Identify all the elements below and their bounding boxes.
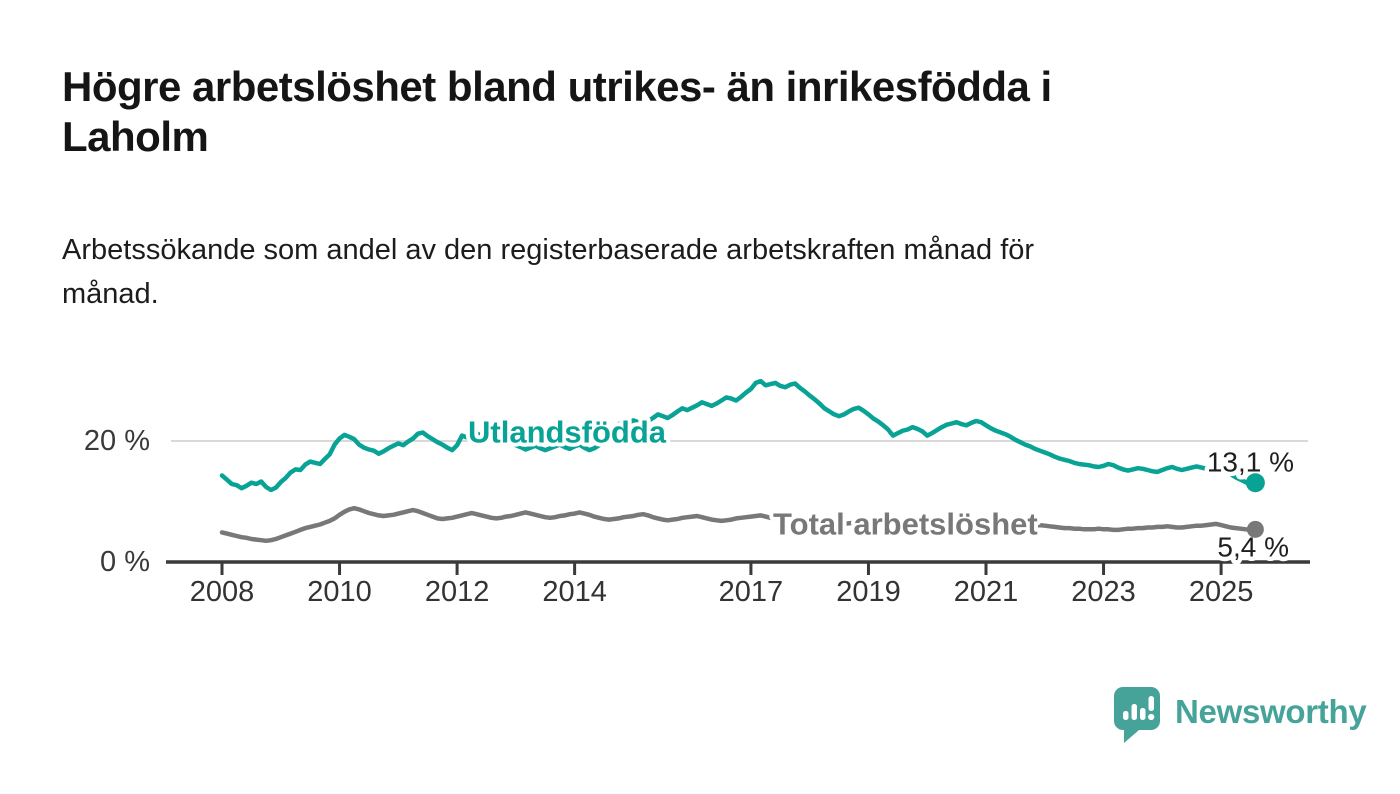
x-tick-label: 2008 bbox=[190, 576, 255, 608]
x-tick-label: 2025 bbox=[1189, 576, 1254, 608]
x-tick-label: 2019 bbox=[836, 576, 901, 608]
brand-name: Newsworthy bbox=[1175, 693, 1367, 730]
bar-1 bbox=[1123, 711, 1129, 720]
newsworthy-bubble-icon bbox=[1114, 687, 1160, 743]
exclamation-dot bbox=[1148, 713, 1155, 721]
y-tick-label: 20 % bbox=[84, 425, 150, 457]
page-title-line-1: Högre arbetslöshet bland utrikes- än inr… bbox=[62, 63, 1052, 110]
series-line-utlandsfodda bbox=[219, 378, 1258, 493]
x-tick-label: 2012 bbox=[425, 576, 490, 608]
x-tick-label: 2017 bbox=[719, 576, 784, 608]
series-label-total: Total arbetslöshet bbox=[773, 507, 1038, 542]
bar-3 bbox=[1140, 708, 1146, 720]
chart-subtitle-line-2: månad. bbox=[62, 278, 159, 310]
chart-subtitle-line-1: Arbetssökande som andel av den registerb… bbox=[62, 234, 1035, 266]
newsworthy-logo[interactable]: Newsworthy bbox=[1113, 686, 1367, 744]
chart-subtitle: Arbetssökande som andel av den registerb… bbox=[62, 228, 1322, 316]
series-label-utlandsfodda: Utlandsfödda bbox=[468, 415, 667, 450]
bar-2 bbox=[1131, 704, 1137, 720]
page-title: Högre arbetslöshet bland utrikes- än inr… bbox=[62, 62, 1352, 162]
x-tick-label: 2010 bbox=[307, 576, 372, 608]
y-tick-label: 0 % bbox=[100, 546, 150, 578]
exclamation-bar bbox=[1148, 696, 1154, 711]
x-tick-label: 2023 bbox=[1071, 576, 1136, 608]
page-title-line-2: Laholm bbox=[62, 113, 209, 160]
x-tick-label: 2021 bbox=[954, 576, 1019, 608]
series-line-total bbox=[219, 505, 1258, 544]
end-value-label-utlandsfodda: 13,1 % bbox=[1207, 447, 1294, 478]
series-end-dot-total bbox=[1246, 520, 1264, 538]
x-tick-label: 2014 bbox=[542, 576, 607, 608]
series-end-dot-utlandsfodda bbox=[1245, 473, 1265, 493]
